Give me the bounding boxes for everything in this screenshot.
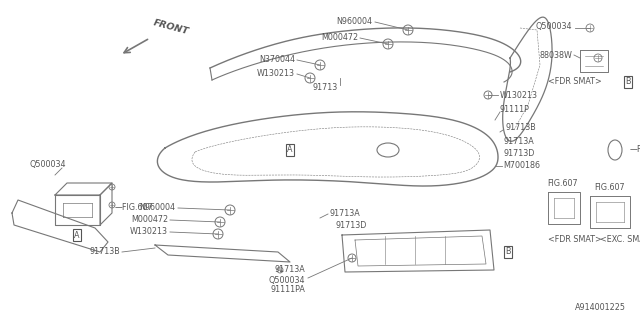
Text: <EXC. SMAT>: <EXC. SMAT>	[600, 236, 640, 244]
Text: —FIG.607: —FIG.607	[115, 204, 154, 212]
Text: 91713D: 91713D	[503, 149, 534, 158]
Text: 91713A: 91713A	[503, 138, 534, 147]
Text: M000472: M000472	[131, 215, 168, 225]
Text: B: B	[505, 247, 511, 257]
Text: A: A	[287, 146, 292, 155]
Text: —FIG.915: —FIG.915	[630, 146, 640, 155]
Text: 91713B: 91713B	[89, 247, 120, 257]
Text: 91713A: 91713A	[330, 210, 361, 219]
Text: B: B	[625, 77, 631, 86]
Text: Q500034: Q500034	[536, 22, 572, 31]
Text: W130213: W130213	[500, 91, 538, 100]
Text: N960004: N960004	[139, 204, 175, 212]
Text: A: A	[74, 230, 80, 239]
Text: <FDR SMAT>: <FDR SMAT>	[548, 236, 602, 244]
Text: 88038W: 88038W	[539, 51, 572, 60]
Text: <FDR SMAT>: <FDR SMAT>	[548, 77, 602, 86]
Text: Q500034: Q500034	[269, 276, 305, 284]
Text: Q500034: Q500034	[30, 161, 67, 170]
Text: 91713A: 91713A	[275, 266, 305, 275]
Text: 91713B: 91713B	[505, 124, 536, 132]
Text: 91713: 91713	[313, 84, 338, 92]
Text: FIG.607: FIG.607	[595, 183, 625, 192]
Text: N960004: N960004	[336, 18, 372, 27]
Text: M700186: M700186	[503, 162, 540, 171]
Text: 91111P: 91111P	[500, 106, 530, 115]
Text: N370044: N370044	[259, 55, 295, 65]
Text: 91713D: 91713D	[335, 220, 366, 229]
Text: M000472: M000472	[321, 34, 358, 43]
Text: FRONT: FRONT	[152, 18, 189, 36]
Text: W130213: W130213	[257, 69, 295, 78]
Text: A914001225: A914001225	[575, 303, 626, 313]
Text: 91111PA: 91111PA	[270, 285, 305, 294]
Text: FIG.607: FIG.607	[548, 179, 579, 188]
Text: W130213: W130213	[130, 228, 168, 236]
